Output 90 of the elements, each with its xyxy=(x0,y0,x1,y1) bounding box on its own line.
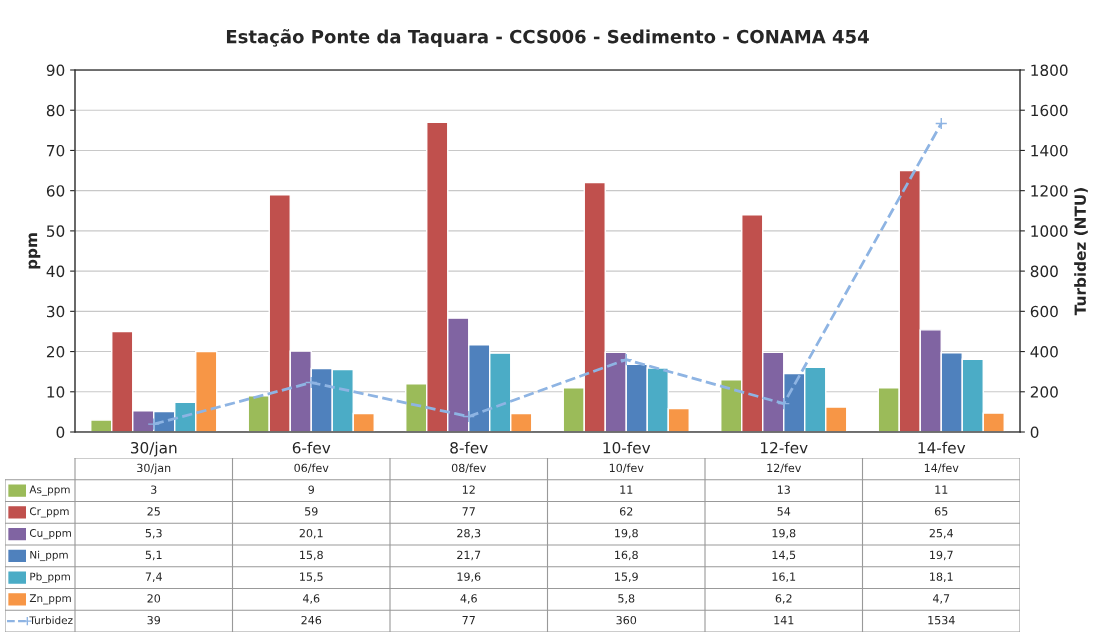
data-label: 4,7 xyxy=(932,594,950,604)
y2-tick-label: 1800 xyxy=(1031,64,1068,77)
x-tick-label: 14-fev xyxy=(918,441,966,454)
data-label: 18,1 xyxy=(930,572,953,582)
x-tick-label: 12-fev xyxy=(761,441,808,454)
data-label: 16,8 xyxy=(615,550,638,561)
data-label: 360 xyxy=(616,615,637,625)
y2-tick-label: 600 xyxy=(1030,305,1058,318)
text: 08/fev xyxy=(451,463,487,473)
y-tick-label: 10 xyxy=(47,386,65,398)
y2-tick-label: 200 xyxy=(1030,386,1058,398)
data-label: 5,8 xyxy=(618,594,635,604)
data-label: 62 xyxy=(619,507,633,516)
data-label: 9 xyxy=(308,485,314,494)
data-label: 19,7 xyxy=(930,550,953,561)
data-label: 11 xyxy=(935,485,948,494)
data-label: 7,4 xyxy=(145,572,162,582)
y-tick-label: 50 xyxy=(47,225,65,237)
data-label: 25,4 xyxy=(929,528,953,539)
y-tick-label: 80 xyxy=(46,104,65,117)
data-label: 3 xyxy=(151,485,157,494)
x-tick-label: 8-fev xyxy=(450,441,488,454)
chart-title: Estação Ponte da Taquara - CCS006 - Sedimento - CONAMA 454 xyxy=(226,29,869,47)
data-label: 246 xyxy=(301,615,322,625)
y-axis-title: ppm xyxy=(28,233,41,269)
data-label: 13 xyxy=(777,485,790,494)
data-label: 20,1 xyxy=(299,528,323,539)
data-label: 21,7 xyxy=(457,550,481,561)
point xyxy=(777,397,791,410)
data-label: 11 xyxy=(620,485,633,494)
point xyxy=(934,117,948,130)
x-tick-label: 6-fev xyxy=(292,441,331,454)
data-label: 19,8 xyxy=(772,528,796,539)
data-label: 4,6 xyxy=(302,594,320,604)
legend-label: As_ppm xyxy=(29,485,70,496)
data-label: 5,3 xyxy=(145,528,162,539)
y-tick-label: 30 xyxy=(47,305,65,318)
text: 06/fev xyxy=(294,463,329,473)
y2-tick-label: 800 xyxy=(1030,265,1058,278)
x-tick-label: 30/jan xyxy=(130,441,177,457)
y2-axis-title: Turbidez (NTU) xyxy=(1074,188,1088,316)
point xyxy=(147,417,161,431)
data-label: 19,8 xyxy=(615,528,638,539)
point xyxy=(304,376,318,389)
y-tick-label: 90 xyxy=(46,64,65,77)
text: 30/jan xyxy=(137,463,171,475)
data-label: 28,3 xyxy=(457,528,481,539)
y2-tick-label: 1600 xyxy=(1031,104,1068,117)
y-tick-label: 40 xyxy=(46,265,65,278)
data-label: 65 xyxy=(934,507,948,516)
data-label: 19,6 xyxy=(457,572,481,582)
data-label: 1534 xyxy=(928,615,955,625)
data-label: 59 xyxy=(305,507,318,516)
y2-tick-label: 1200 xyxy=(1031,185,1068,197)
text: 12/fev xyxy=(767,463,802,473)
text: 10/fev xyxy=(609,463,644,473)
y2-tick-label: 1400 xyxy=(1031,144,1068,157)
data-label: 77 xyxy=(462,616,475,625)
text: 14/fev xyxy=(924,463,959,473)
legend-label: Cu_ppm xyxy=(29,529,71,540)
data-label: 6,2 xyxy=(775,594,792,604)
data-label: 16,1 xyxy=(772,572,796,582)
data-label: 77 xyxy=(462,507,475,516)
data-label: 14,5 xyxy=(772,550,796,561)
point xyxy=(462,410,476,423)
data-label: 15,8 xyxy=(300,550,323,561)
y2-tick-label: 400 xyxy=(1030,346,1058,358)
data-label: 12 xyxy=(462,485,475,494)
y-tick-label: 60 xyxy=(46,185,65,197)
data-label: 25 xyxy=(147,507,160,516)
legend-label: Pb_ppm xyxy=(30,572,70,583)
data-label: 39 xyxy=(147,615,161,625)
data-label: 15,9 xyxy=(615,572,638,582)
y2-tick-label: 0 xyxy=(1030,426,1039,439)
point xyxy=(619,353,633,366)
legend-label: Zn_ppm xyxy=(29,594,71,605)
data-label: 5,1 xyxy=(145,550,162,561)
legend-label: Ni_ppm xyxy=(30,550,68,562)
y-tick-label: 0 xyxy=(56,426,65,439)
legend-label: Cr_ppm xyxy=(29,507,69,518)
data-label: 20 xyxy=(147,594,161,603)
y-tick-label: 70 xyxy=(47,144,65,157)
y-tick-label: 20 xyxy=(46,346,65,358)
x-tick-label: 10-fev xyxy=(603,441,651,454)
data-label: 141 xyxy=(774,616,794,625)
legend-label: Turbidez xyxy=(29,616,73,625)
data-label: 4,6 xyxy=(460,594,477,604)
data-label: 54 xyxy=(777,507,791,516)
data-label: 15,5 xyxy=(300,572,323,582)
y2-tick-label: 1000 xyxy=(1031,225,1068,237)
